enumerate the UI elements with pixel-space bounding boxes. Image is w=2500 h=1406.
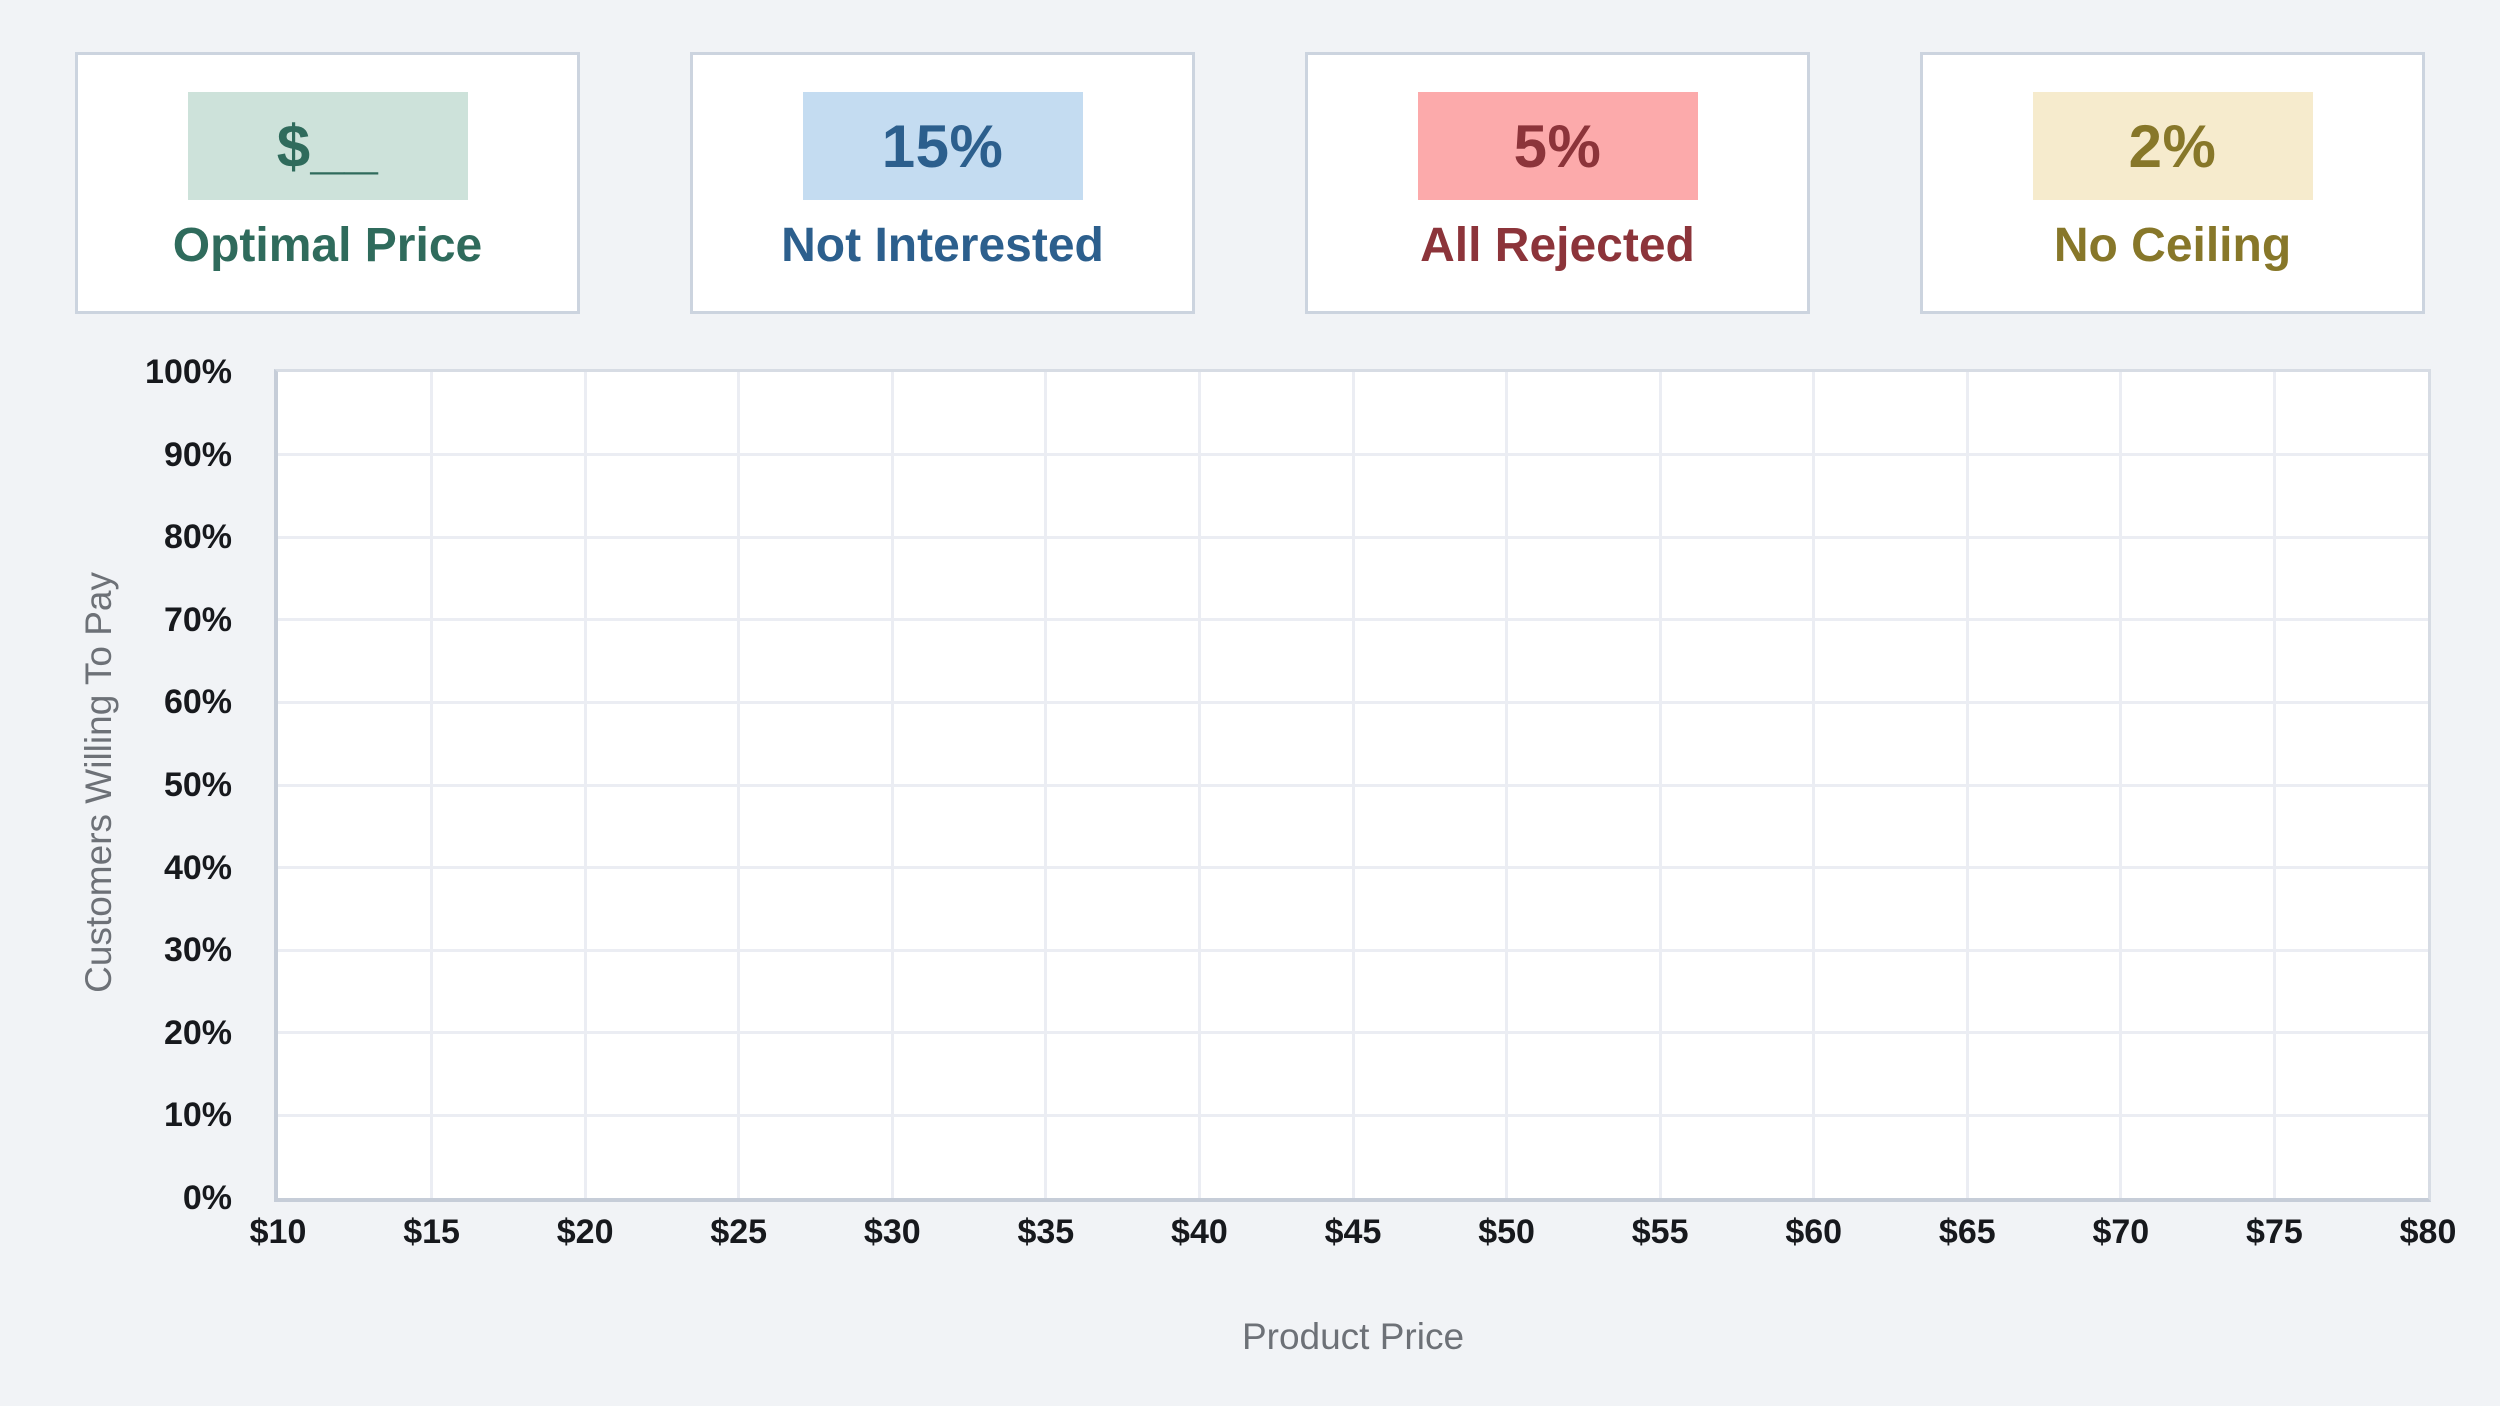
y-tick-label: 40% bbox=[163, 848, 232, 887]
stat-label-optimal-price: Optimal Price bbox=[172, 219, 483, 272]
x-tick-label: $60 bbox=[1785, 1213, 1843, 1251]
stat-label-no-ceiling: No Ceiling bbox=[2053, 219, 2292, 272]
stat-label-not-interested: Not Interested bbox=[781, 219, 1104, 272]
x-tick-label: $15 bbox=[403, 1213, 460, 1251]
y-tick-label: 20% bbox=[163, 1013, 232, 1052]
y-tick-label: 50% bbox=[163, 766, 232, 804]
x-tick-label: $75 bbox=[2246, 1213, 2303, 1251]
y-tick-label: 0% bbox=[182, 1179, 232, 1217]
stat-value-optimal-price: $__ bbox=[187, 92, 468, 200]
x-tick-label: $10 bbox=[249, 1213, 307, 1251]
stat-value-not-interested: 15% bbox=[802, 92, 1083, 200]
gridline-horizontal bbox=[278, 618, 2428, 622]
stat-label-all-rejected: All Rejected bbox=[1420, 219, 1695, 272]
y-tick-label: 70% bbox=[163, 600, 232, 639]
gridline-horizontal bbox=[278, 535, 2428, 539]
stat-card-optimal-price: $__ Optimal Price bbox=[75, 52, 580, 314]
x-axis-tick-labels: $10 $15 $20 $25 $30 $35 $40 $45 $50 $55 $60 $65 $70 $… bbox=[250, 1211, 2457, 1261]
summary-cards: $__ Optimal Price 15% Not Interested 5% All R… bbox=[75, 52, 2425, 314]
y-axis-tick-labels: 0% 10% 20% 30% 40% 50% 60% 70% 80% 90% 100% bbox=[0, 353, 232, 1217]
x-tick-label: $20 bbox=[556, 1213, 614, 1251]
x-tick-label: $50 bbox=[1478, 1213, 1535, 1251]
stat-card-not-interested: 15% Not Interested bbox=[690, 52, 1195, 314]
x-axis-title: Product Price bbox=[1241, 1316, 1465, 1357]
gridline-horizontal bbox=[278, 1031, 2428, 1035]
x-tick-label: $35 bbox=[1017, 1213, 1075, 1251]
x-tick-label: $80 bbox=[2399, 1213, 2457, 1251]
y-tick-label: 80% bbox=[163, 518, 232, 557]
gridline-horizontal bbox=[278, 453, 2428, 457]
y-tick-label: 10% bbox=[163, 1096, 232, 1135]
x-tick-label: $30 bbox=[863, 1213, 921, 1251]
plot-area bbox=[274, 369, 2431, 1202]
stat-card-no-ceiling: 2% No Ceiling bbox=[1920, 52, 2425, 314]
y-tick-label: 60% bbox=[163, 683, 232, 722]
x-tick-label: $45 bbox=[1324, 1213, 1382, 1251]
y-tick-label: 100% bbox=[145, 353, 232, 391]
x-tick-label: $65 bbox=[1938, 1213, 1996, 1251]
gridline-horizontal bbox=[278, 700, 2428, 704]
y-tick-label: 30% bbox=[163, 931, 232, 970]
stat-value-all-rejected: 5% bbox=[1417, 92, 1698, 200]
stat-card-all-rejected: 5% All Rejected bbox=[1305, 52, 1810, 314]
x-tick-label: $25 bbox=[710, 1213, 768, 1251]
x-tick-label: $55 bbox=[1631, 1213, 1689, 1251]
gridline-horizontal bbox=[278, 948, 2428, 952]
stat-value-no-ceiling: 2% bbox=[2032, 92, 2313, 200]
gridline-horizontal bbox=[278, 1113, 2428, 1117]
gridline-horizontal bbox=[278, 866, 2428, 870]
y-tick-label: 90% bbox=[163, 435, 232, 474]
gridline-horizontal bbox=[278, 783, 2428, 787]
x-tick-label: $70 bbox=[2092, 1213, 2150, 1251]
x-tick-label: $40 bbox=[1171, 1213, 1228, 1251]
